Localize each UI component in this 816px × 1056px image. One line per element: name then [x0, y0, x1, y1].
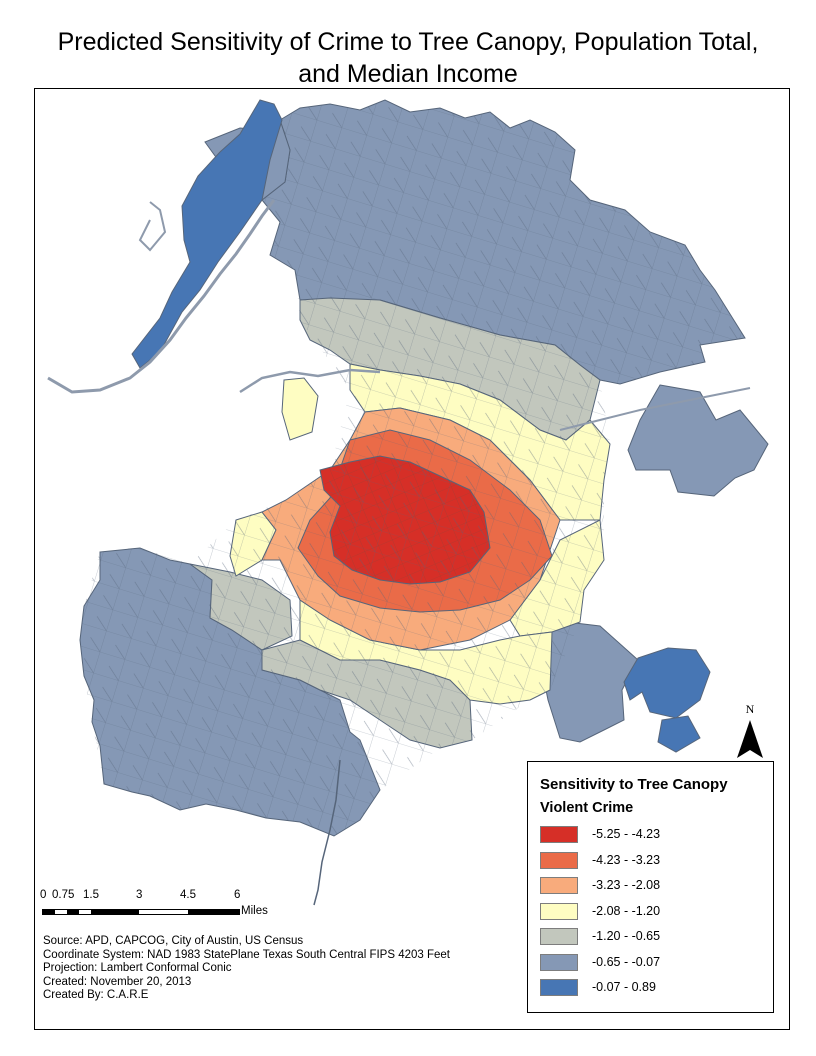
legend-label: -0.65 - -0.07 [592, 954, 661, 969]
river-lake-lady-bird [239, 368, 381, 394]
scale-tick-label: 3 [136, 889, 143, 901]
legend-swatch [540, 953, 578, 971]
scale-tick-label: 6 [234, 889, 241, 901]
credit-created-by: Created By: C.A.R.E [43, 989, 149, 1001]
river-northwest-loop [138, 201, 167, 252]
scale-units-label: Miles [241, 905, 268, 917]
map-title-line-1: Predicted Sensitivity of Crime to Tree C… [57, 28, 759, 56]
scale-bar: 0 0.75 1.5 3 4.5 6 Miles [40, 889, 280, 925]
credit-projection: Projection: Lambert Conformal Conic [43, 962, 232, 974]
scale-tick-label: 1.5 [83, 889, 99, 901]
legend-label: -2.08 - -1.20 [592, 903, 661, 918]
legend-swatch [540, 902, 578, 920]
legend-title: Sensitivity to Tree Canopy [540, 776, 728, 793]
zone-class-7-northwest [131, 99, 283, 369]
scale-tick-label: 0 [40, 889, 47, 901]
road-corridor-south [313, 759, 341, 906]
map-credits: Source: APD, CAPCOG, City of Austin, US … [43, 935, 450, 1003]
credit-coordinate-system: Coordinate System: NAD 1983 StatePlane T… [43, 948, 450, 961]
legend-label: -3.23 - -2.08 [592, 878, 661, 892]
scale-bar-graphic [42, 909, 240, 915]
scale-tick-label: 4.5 [180, 889, 196, 901]
core-tract-boundaries [320, 456, 490, 584]
legend-item: -1.20 - -0.65 [540, 928, 760, 946]
legend-swatch [540, 928, 578, 945]
legend-subtitle: Violent Crime [540, 800, 634, 816]
legend-item: -4.23 - -3.23 [540, 851, 760, 870]
legend-item: -3.23 - -2.08 [540, 877, 760, 895]
legend-label: -4.23 - -3.23 [592, 852, 661, 867]
legend-swatch [540, 979, 578, 996]
north-arrow: N [733, 702, 767, 760]
legend-swatch [540, 851, 578, 869]
legend-item: -2.08 - -1.20 [540, 902, 760, 921]
river-east [559, 387, 751, 431]
legend-item: -5.25 - -4.23 [540, 826, 760, 844]
credit-created: Created: November 20, 2013 [43, 975, 192, 988]
north-arrow-label: N [745, 702, 755, 716]
zone-class-6-east [627, 384, 769, 497]
north-arrow-icon [737, 720, 763, 758]
legend-item: -0.07 - 0.89 [540, 979, 760, 997]
legend: Sensitivity to Tree Canopy Violent Crime… [527, 761, 774, 1013]
legend-swatch [540, 826, 578, 843]
legend-label: -1.20 - -0.65 [592, 929, 661, 943]
legend-swatch [540, 877, 578, 894]
zone-class-4-northwest-patch [281, 377, 319, 441]
legend-label: -0.07 - 0.89 [592, 980, 656, 994]
map-title: Predicted Sensitivity of Crime to Tree C… [0, 26, 816, 90]
map-title-line-2: and Median Income [298, 60, 518, 88]
scale-tick-label: 0.75 [52, 889, 75, 901]
legend-item: -0.65 - -0.07 [540, 953, 760, 972]
legend-label: -5.25 - -4.23 [592, 827, 661, 841]
river [47, 199, 276, 394]
credit-source: Source: APD, CAPCOG, City of Austin, US … [43, 935, 304, 947]
map-frame [34, 88, 790, 1030]
zone-class-7-southeast-small [657, 715, 701, 753]
